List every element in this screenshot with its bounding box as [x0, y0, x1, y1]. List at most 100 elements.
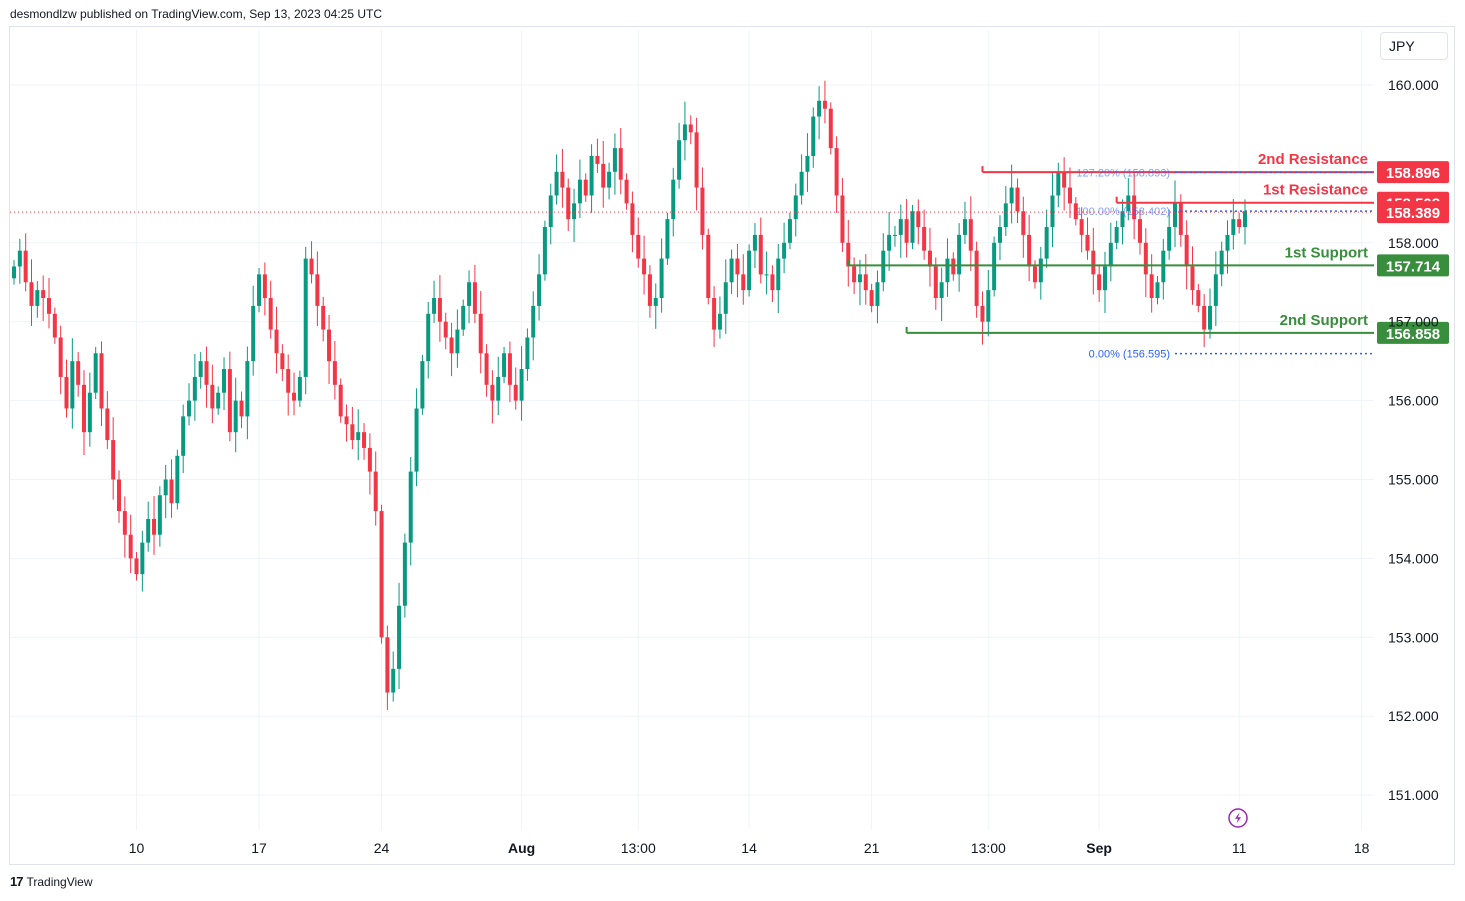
candle-body — [87, 392, 92, 433]
candle-body — [665, 219, 670, 259]
level-price-badge — [1377, 321, 1449, 344]
candle-body — [1003, 203, 1008, 228]
time-tick-label: Sep — [1086, 840, 1112, 856]
candle-body — [17, 250, 22, 267]
candle-body — [799, 171, 804, 196]
candle-body — [1114, 227, 1119, 243]
current-price-badge — [1377, 201, 1449, 224]
chart-frame — [9, 26, 1455, 865]
candle-body — [292, 392, 297, 401]
candle-body — [764, 274, 769, 276]
tradingview-logo-icon: 17 — [10, 874, 24, 889]
candle-body — [309, 258, 314, 275]
candle-body — [542, 227, 547, 275]
candle-body — [373, 471, 378, 512]
candle-body — [478, 313, 483, 354]
candle-body — [198, 361, 203, 377]
candle-body — [723, 282, 728, 314]
candle-body — [700, 187, 705, 235]
time-tick-label: 11 — [1232, 840, 1247, 856]
price-tick-label: 153.000 — [1388, 629, 1439, 645]
candle-body — [1102, 266, 1107, 291]
candle-body — [869, 290, 874, 306]
candle-body — [577, 179, 582, 204]
brand-name: TradingView — [26, 874, 93, 889]
currency-button[interactable]: JPY — [1380, 32, 1448, 60]
candle-body — [945, 258, 950, 283]
candle-body — [420, 361, 425, 409]
candle-body — [612, 148, 617, 172]
candle-body — [385, 637, 390, 693]
candle-body — [566, 187, 571, 220]
candle-body — [729, 258, 734, 283]
price-tick-label: 157.000 — [1388, 314, 1439, 330]
candle-body — [583, 179, 588, 196]
candle-body — [1237, 219, 1242, 228]
candle-body — [47, 298, 52, 314]
candle-body — [793, 195, 798, 220]
price-tick-label: 160.000 — [1388, 77, 1439, 93]
candle-body — [1009, 187, 1014, 204]
candle-body — [1079, 219, 1084, 235]
candle-body — [1143, 242, 1148, 275]
candle-body — [601, 163, 606, 188]
candle-body — [1021, 211, 1026, 235]
candle-body — [997, 227, 1002, 243]
candle-body — [1132, 195, 1137, 220]
fib-label: 127.20% (158.893) — [1076, 167, 1170, 179]
candle-body — [787, 219, 792, 243]
candle-body — [496, 376, 501, 401]
candle-body — [23, 250, 28, 283]
candle-body — [216, 392, 221, 409]
lightning-icon[interactable] — [1228, 808, 1248, 828]
candle-body — [1027, 234, 1032, 267]
candle-body — [560, 171, 565, 188]
candle-body — [682, 124, 687, 141]
price-tick-label: 155.000 — [1388, 472, 1439, 488]
candle-body — [630, 203, 635, 235]
level-name-label: 1st Resistance — [1263, 182, 1368, 199]
level-price-label: 156.858 — [1386, 326, 1440, 343]
candle-body — [507, 353, 512, 385]
candle-body — [642, 258, 647, 275]
candle-body — [204, 361, 209, 385]
current-price-label: 158.389 — [1386, 205, 1440, 222]
candle-body — [1056, 171, 1061, 196]
time-tick-label: 21 — [864, 840, 880, 856]
candle-body — [303, 258, 308, 377]
candle-body — [467, 282, 472, 306]
candle-body — [647, 274, 652, 306]
time-tick-label: 17 — [251, 840, 267, 856]
candle-body — [245, 361, 250, 417]
candle-body — [618, 148, 623, 180]
candle-body — [192, 376, 197, 401]
candle-body — [297, 376, 302, 401]
candle-body — [933, 266, 938, 299]
candle-body — [29, 282, 34, 306]
candle-body — [210, 384, 215, 409]
candle-body — [455, 329, 460, 354]
candle-body — [432, 298, 437, 314]
time-axis: 10 17 24 Aug 13:00 14 21 13:00 Sep 11 18 — [129, 840, 1370, 856]
candle-body — [1038, 258, 1043, 283]
candle-body — [1178, 203, 1183, 235]
footer-brand: 17 TradingView — [10, 874, 93, 889]
candle-body — [105, 408, 110, 441]
candle-body — [572, 203, 577, 220]
candle-body — [927, 250, 932, 267]
candle-body — [58, 337, 63, 377]
candle-body — [449, 337, 454, 354]
candle-body — [187, 400, 192, 417]
candle-body — [554, 171, 559, 196]
candle-body — [367, 447, 372, 472]
candle-body — [840, 195, 845, 243]
candle-body — [834, 148, 839, 196]
candle-body — [233, 400, 238, 433]
candle-body — [589, 156, 594, 196]
candle-body — [99, 353, 104, 409]
candle-body — [82, 384, 87, 433]
candle-body — [1243, 211, 1247, 228]
fib-label: 100.00% (158.402) — [1076, 206, 1170, 218]
price-tick-label: 156.000 — [1388, 393, 1439, 409]
